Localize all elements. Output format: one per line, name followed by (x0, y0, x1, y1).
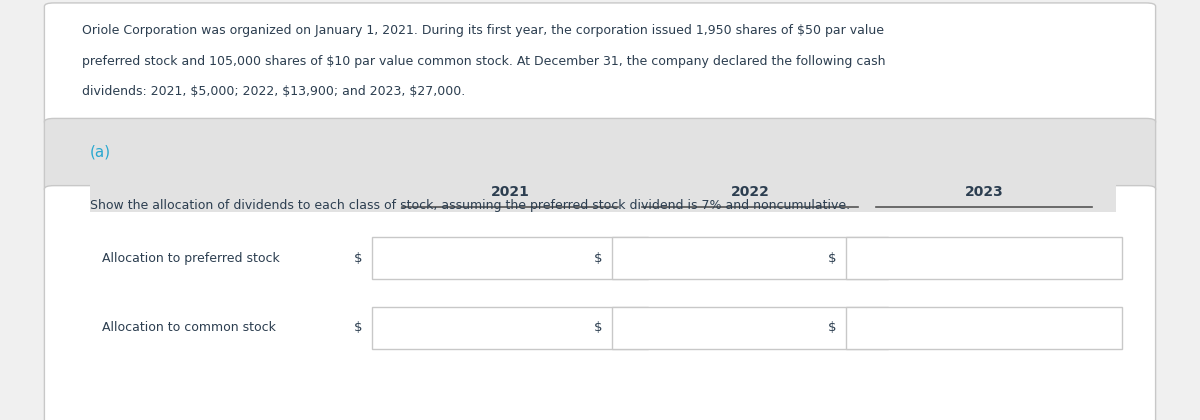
Text: $: $ (828, 321, 836, 334)
Text: 2023: 2023 (965, 185, 1003, 200)
Text: (a): (a) (90, 144, 112, 160)
Bar (846, 237, 1122, 279)
Text: $: $ (594, 321, 602, 334)
Bar (846, 307, 1122, 349)
Bar (612, 237, 888, 279)
Bar (372, 237, 648, 279)
FancyBboxPatch shape (44, 186, 1156, 420)
Text: preferred stock and 105,000 shares of $10 par value common stock. At December 31: preferred stock and 105,000 shares of $1… (82, 55, 886, 68)
Text: $: $ (594, 252, 602, 265)
Text: $: $ (354, 252, 362, 265)
Text: Allocation to preferred stock: Allocation to preferred stock (102, 252, 280, 265)
Text: 2022: 2022 (731, 185, 769, 200)
Text: dividends: 2021, $5,000; 2022, $13,900; and 2023, $27,000.: dividends: 2021, $5,000; 2022, $13,900; … (82, 85, 464, 98)
Bar (372, 307, 648, 349)
Text: $: $ (354, 321, 362, 334)
Text: Show the allocation of dividends to each class of stock, assuming the preferred : Show the allocation of dividends to each… (90, 200, 850, 213)
FancyBboxPatch shape (44, 118, 1156, 192)
Text: Allocation to common stock: Allocation to common stock (102, 321, 276, 334)
Bar (612, 307, 888, 349)
Text: $: $ (828, 252, 836, 265)
Text: Oriole Corporation was organized on January 1, 2021. During its first year, the : Oriole Corporation was organized on Janu… (82, 24, 883, 37)
Text: 2021: 2021 (491, 185, 529, 200)
Bar (90, 183, 1116, 212)
FancyBboxPatch shape (44, 3, 1156, 125)
